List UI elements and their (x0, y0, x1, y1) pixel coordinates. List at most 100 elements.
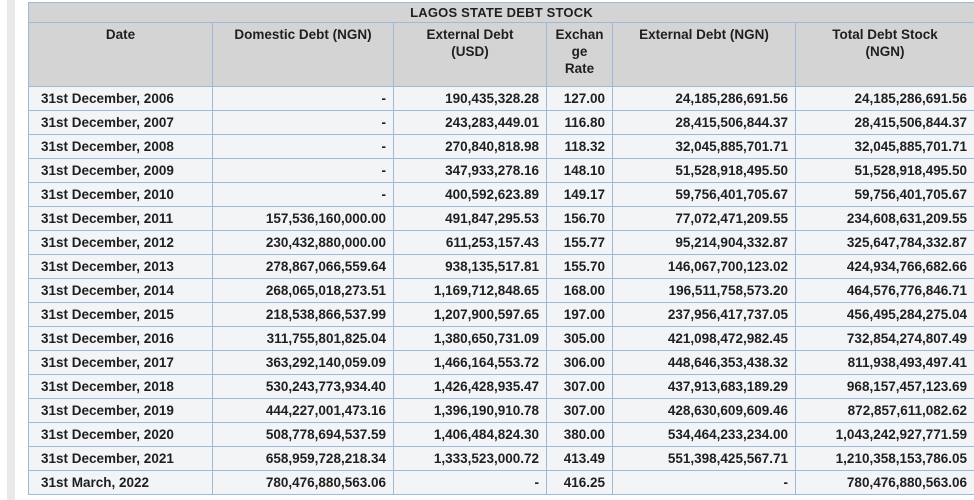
external-debt-ngn-cell: 24,185,286,691.56 (612, 86, 796, 111)
external-debt-usd-cell: 611,253,157.43 (393, 230, 547, 255)
external-debt-ngn-cell: 28,415,506,844.37 (612, 110, 796, 135)
external-debt-ngn-cell: 146,067,700,123.02 (612, 254, 796, 279)
exchange-rate-cell: 416.25 (546, 470, 613, 495)
date-cell: 31st December, 2007 (28, 110, 213, 135)
table-row: 31st December, 2006-190,435,328.28 127.00… (28, 86, 974, 111)
domestic-debt-ngn-cell: - (212, 110, 394, 135)
exchange-rate-cell: 127.00 (546, 86, 613, 111)
external-debt-usd-cell: 243,283,449.01 (393, 110, 547, 135)
external-debt-usd-cell: 1,380,650,731.09 (393, 326, 547, 351)
external-debt-usd-cell: 270,840,818.98 (393, 134, 547, 159)
external-debt-usd-cell: 1,466,164,553.72 (393, 350, 547, 375)
total-debt-stock-ngn-cell: 32,045,885,701.71 (794, 134, 974, 159)
external-debt-ngn-cell: 77,072,471,209.55 (612, 206, 796, 231)
date-cell: 31st December, 2016 (28, 326, 213, 351)
date-cell: 31st December, 2008 (28, 134, 213, 159)
exchange-rate-cell: 168.00 (546, 278, 613, 303)
date-cell: 31st December, 2012 (28, 230, 213, 255)
external-debt-ngn-cell: - (612, 470, 796, 495)
date-cell: 31st March, 2022 (28, 470, 213, 495)
domestic-debt-ngn-cell: 218,538,866,537.99 (212, 302, 394, 327)
total-debt-stock-ngn-cell: 424,934,766,682.66 (794, 254, 974, 279)
table-row: 31st December, 2013 278,867,066,559.64 938… (28, 254, 974, 279)
exchange-rate-cell: 155.70 (546, 254, 613, 279)
date-cell: 31st December, 2010 (28, 182, 213, 207)
column-header-external-debt-usd: External Debt (USD) (393, 22, 547, 87)
column-header-date: Date (28, 22, 213, 87)
date-cell: 31st December, 2011 (28, 206, 213, 231)
total-debt-stock-ngn-cell: 872,857,611,082.62 (794, 398, 974, 423)
external-debt-ngn-cell: 534,464,233,234.00 (612, 422, 796, 447)
exchange-rate-cell: 305.00 (546, 326, 613, 351)
domestic-debt-ngn-cell: 658,959,728,218.34 (212, 446, 394, 471)
domestic-debt-ngn-cell: - (212, 158, 394, 183)
external-debt-usd-cell: 1,406,484,824.30 (393, 422, 547, 447)
external-debt-usd-cell: 190,435,328.28 (393, 86, 547, 111)
external-debt-ngn-cell: 421,098,472,982.45 (612, 326, 796, 351)
total-debt-stock-ngn-cell: 51,528,918,495.50 (794, 158, 974, 183)
domestic-debt-ngn-cell: 508,778,694,537.59 (212, 422, 394, 447)
external-debt-usd-cell: 938,135,517.81 (393, 254, 547, 279)
date-cell: 31st December, 2015 (28, 302, 213, 327)
total-debt-stock-ngn-cell: 1,210,358,153,786.05 (794, 446, 974, 471)
external-debt-usd-cell: 1,169,712,848.65 (393, 278, 547, 303)
external-debt-ngn-cell: 95,214,904,332.87 (612, 230, 796, 255)
debt-table-body: 31st December, 2006-190,435,328.28 127.00… (28, 86, 974, 495)
external-debt-ngn-cell: 428,630,609,609.46 (612, 398, 796, 423)
column-header-domestic-debt-ngn: Domestic Debt (NGN) (212, 22, 394, 87)
external-debt-ngn-cell: 551,398,425,567.71 (612, 446, 796, 471)
total-debt-stock-ngn-cell: 59,756,401,705.67 (794, 182, 974, 207)
external-debt-usd-cell: 491,847,295.53 (393, 206, 547, 231)
total-debt-stock-ngn-cell: 732,854,274,807.49 (794, 326, 974, 351)
table-title: LAGOS STATE DEBT STOCK (27, 2, 974, 23)
exchange-rate-cell: 149.17 (546, 182, 613, 207)
table-row: 31st December, 2012 230,432,880,000.00 611… (28, 230, 974, 255)
external-debt-ngn-cell: 59,756,401,705.67 (612, 182, 796, 207)
exchange-rate-cell: 148.10 (546, 158, 613, 183)
external-debt-ngn-cell: 51,528,918,495.50 (612, 158, 796, 183)
exchange-rate-cell: 380.00 (546, 422, 613, 447)
title-row: LAGOS STATE DEBT STOCK (27, 2, 974, 23)
domestic-debt-ngn-cell: 363,292,140,059.09 (212, 350, 394, 375)
total-debt-stock-ngn-cell: 456,495,284,275.04 (794, 302, 974, 327)
table-row: 31st December, 2021 658,959,728,218.34 1,3… (28, 446, 974, 471)
external-debt-usd-cell: - (393, 470, 547, 495)
domestic-debt-ngn-cell: 230,432,880,000.00 (212, 230, 394, 255)
table-row: 31st December, 2014 268,065,018,273.51 1,1… (28, 278, 974, 303)
date-cell: 31st December, 2019 (28, 398, 213, 423)
exchange-rate-cell: 413.49 (546, 446, 613, 471)
date-cell: 31st December, 2021 (28, 446, 213, 471)
table-row: 31st March, 2022 780,476,880,563.06-416.2… (28, 470, 974, 495)
external-debt-ngn-cell: 32,045,885,701.71 (612, 134, 796, 159)
external-debt-ngn-cell: 196,511,758,573.20 (612, 278, 796, 303)
table-row: 31st December, 2008-270,840,818.98 118.32… (28, 134, 974, 159)
external-debt-ngn-cell: 237,956,417,737.05 (612, 302, 796, 327)
external-debt-ngn-cell: 437,913,683,189.29 (612, 374, 796, 399)
table-row: 31st December, 2011 157,536,160,000.00 491… (28, 206, 974, 231)
column-header-external-debt-ngn: External Debt (NGN) (612, 22, 796, 87)
external-debt-usd-cell: 1,396,190,910.78 (393, 398, 547, 423)
exchange-rate-cell: 116.80 (546, 110, 613, 135)
total-debt-stock-ngn-cell: 464,576,776,846.71 (794, 278, 974, 303)
total-debt-stock-ngn-cell: 780,476,880,563.06 (794, 470, 974, 495)
date-cell: 31st December, 2020 (28, 422, 213, 447)
total-debt-stock-ngn-cell: 24,185,286,691.56 (794, 86, 974, 111)
domestic-debt-ngn-cell: 311,755,801,825.04 (212, 326, 394, 351)
domestic-debt-ngn-cell: 278,867,066,559.64 (212, 254, 394, 279)
total-debt-stock-ngn-cell: 28,415,506,844.37 (794, 110, 974, 135)
external-debt-usd-cell: 1,426,428,935.47 (393, 374, 547, 399)
exchange-rate-cell: 156.70 (546, 206, 613, 231)
table-row: 31st December, 2007-243,283,449.01 116.80… (28, 110, 974, 135)
exchange-rate-cell: 306.00 (546, 350, 613, 375)
table-header: LAGOS STATE DEBT STOCK Date Domestic Deb… (27, 2, 974, 87)
date-cell: 31st December, 2017 (28, 350, 213, 375)
external-debt-usd-cell: 1,333,523,000.72 (393, 446, 547, 471)
external-debt-ngn-cell: 448,646,353,438.32 (612, 350, 796, 375)
date-cell: 31st December, 2009 (28, 158, 213, 183)
date-cell: 31st December, 2006 (28, 86, 213, 111)
external-debt-usd-cell: 1,207,900,597.65 (393, 302, 547, 327)
table-row: 31st December, 2018 530,243,773,934.40 1,4… (28, 374, 974, 399)
exchange-rate-cell: 155.77 (546, 230, 613, 255)
debt-stock-table: LAGOS STATE DEBT STOCK Date Domestic Deb… (27, 2, 974, 495)
